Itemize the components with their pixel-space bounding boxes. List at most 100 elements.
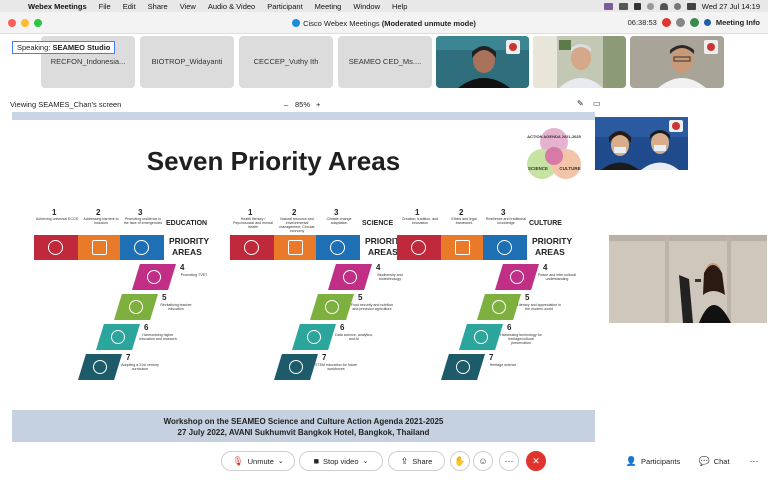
raise-hand-icon: ✋: [454, 455, 466, 466]
more-options-button[interactable]: ⋯: [499, 451, 519, 471]
panel-heading: EDUCATION: [166, 220, 208, 227]
participant-tile-ceccep[interactable]: CECCEP_Vuthy Ith: [239, 36, 333, 88]
battery-icon[interactable]: [618, 2, 628, 10]
priority-tile-6: [96, 324, 140, 350]
participant-tile-biotrop[interactable]: BIOTROP_Widayanti: [140, 36, 234, 88]
share-button[interactable]: ⇪ Share: [388, 451, 445, 471]
priority-icon: [48, 240, 63, 255]
panel-subheading-2: AREAS: [535, 247, 565, 257]
chat-button[interactable]: 💬 Chat: [694, 451, 734, 471]
priority-text: Food security and nutrition and precisio…: [350, 303, 394, 311]
window-title: Cisco Webex Meetings (Moderated unmute m…: [0, 19, 768, 28]
panel-options-button[interactable]: ⋯: [744, 451, 764, 471]
priority-text: Harmonising higher education and researc…: [139, 333, 177, 341]
menu-view[interactable]: View: [179, 1, 196, 11]
panel-subheading-1: PRIORITY: [365, 236, 406, 246]
priority-icon: [111, 330, 125, 344]
unmute-button[interactable]: 🎙 Unmute ⌄: [221, 451, 295, 471]
screen-share-tray-icon[interactable]: [603, 2, 613, 10]
menu-file[interactable]: File: [98, 1, 111, 11]
menu-audio-video[interactable]: Audio & Video: [207, 1, 256, 11]
chevron-down-icon[interactable]: ⌄: [277, 458, 284, 465]
priority-icon: [411, 240, 426, 255]
reactions-button[interactable]: ☺: [473, 451, 493, 471]
window-controls: [8, 19, 42, 27]
webex-logo-icon: [292, 19, 301, 27]
priority-text: Adopting a 21st century curriculum: [121, 363, 159, 371]
menu-help[interactable]: Help: [392, 1, 408, 11]
search-icon[interactable]: [673, 2, 681, 10]
video-feed-image: [630, 36, 724, 88]
priority-number: 3: [138, 208, 143, 217]
layout-icon[interactable]: [675, 18, 685, 27]
priority-number: 7: [489, 353, 494, 362]
priority-text: Natural resource and environmental manag…: [279, 217, 315, 233]
menu-meeting[interactable]: Meeting: [314, 1, 342, 11]
priority-icon: [510, 270, 524, 284]
wifi-icon[interactable]: [659, 2, 668, 10]
participant-tile-seameo-ced[interactable]: SEAMEO CED_Ms....: [338, 36, 432, 88]
share-view-bar: Viewing SEAMES_Chan's screen – 85% + ✎ ▭: [0, 96, 601, 112]
participants-icon: 👤: [625, 455, 638, 466]
raise-hand-button[interactable]: ✋: [450, 451, 470, 471]
speaking-name: SEAMEO Studio: [52, 43, 111, 52]
text-input-icon[interactable]: [633, 2, 641, 10]
priority-text: STEM education for future workforces: [315, 363, 357, 371]
menu-participant[interactable]: Participant: [267, 1, 303, 11]
user-avatar-icon[interactable]: [689, 18, 699, 27]
menu-window[interactable]: Window: [353, 1, 381, 11]
priority-number: 6: [144, 323, 149, 332]
zoom-level[interactable]: 85%: [295, 100, 311, 109]
priority-tile-3: [483, 235, 527, 260]
priority-text: Peace and inter-cultural understanding: [538, 273, 576, 281]
badge-science-text: SCIENCE: [528, 166, 548, 171]
priority-text: Addressing barriers to inclusion: [83, 217, 119, 225]
participants-button[interactable]: 👤 Participants: [620, 451, 686, 471]
priority-text: Literacy and appreciation in the modern …: [517, 303, 561, 311]
priority-icon: [92, 240, 107, 255]
panel-subheading-1: PRIORITY: [532, 236, 573, 246]
priority-tile-7: [441, 354, 485, 380]
meeting-info-button[interactable]: Meeting Info: [715, 18, 760, 27]
menu-app-name[interactable]: Webex Meetings: [28, 1, 87, 11]
priority-text: Data science, analytics, and AI: [335, 333, 373, 341]
menu-edit[interactable]: Edit: [122, 1, 136, 11]
menu-share[interactable]: Share: [147, 1, 168, 11]
priority-icon: [288, 240, 303, 255]
panel-heading: SCIENCE: [362, 220, 394, 227]
video-tile-speaker[interactable]: [609, 235, 767, 323]
priority-icon: [147, 270, 161, 284]
zoom-window-icon[interactable]: [34, 19, 42, 27]
bluetooth-icon[interactable]: [646, 2, 654, 10]
leave-meeting-button[interactable]: ✕: [526, 451, 546, 471]
zoom-in-button[interactable]: +: [316, 100, 321, 109]
more-icon: ⋯: [504, 455, 514, 466]
video-tile-man-glasses[interactable]: [630, 36, 724, 88]
priority-icon: [343, 270, 357, 284]
video-tile-man-office[interactable]: [533, 36, 626, 88]
fullscreen-icon[interactable]: ▭: [593, 99, 601, 108]
minimize-window-icon[interactable]: [21, 19, 29, 27]
stop-video-button[interactable]: ■ Stop video ⌄: [299, 451, 383, 471]
window-title-bar: Cisco Webex Meetings (Moderated unmute m…: [0, 12, 768, 34]
video-tile-two-people[interactable]: [595, 117, 688, 170]
zoom-out-button[interactable]: –: [284, 100, 289, 109]
participant-name: SEAMEO CED_Ms....: [348, 57, 422, 66]
clock[interactable]: Wed 27 Jul 14:19: [701, 1, 760, 11]
priority-tile-7: [78, 354, 122, 380]
chat-label: Chat: [713, 456, 730, 466]
priority-text: Achieving universal ECCE: [36, 217, 78, 221]
video-tile-woman[interactable]: [436, 36, 529, 88]
meeting-timer: 06:38:53: [627, 18, 657, 27]
priority-tile-1: [34, 235, 78, 260]
chevron-down-icon[interactable]: ⌄: [362, 458, 369, 465]
close-window-icon[interactable]: [8, 19, 16, 27]
priority-icon: [93, 360, 107, 374]
panel-subheading-2: AREAS: [172, 247, 202, 257]
control-center-icon[interactable]: [686, 2, 696, 10]
annotate-icon[interactable]: ✎: [577, 99, 584, 108]
recording-icon[interactable]: [661, 18, 671, 27]
priority-number: 1: [415, 208, 420, 217]
priority-icon: [456, 360, 470, 374]
